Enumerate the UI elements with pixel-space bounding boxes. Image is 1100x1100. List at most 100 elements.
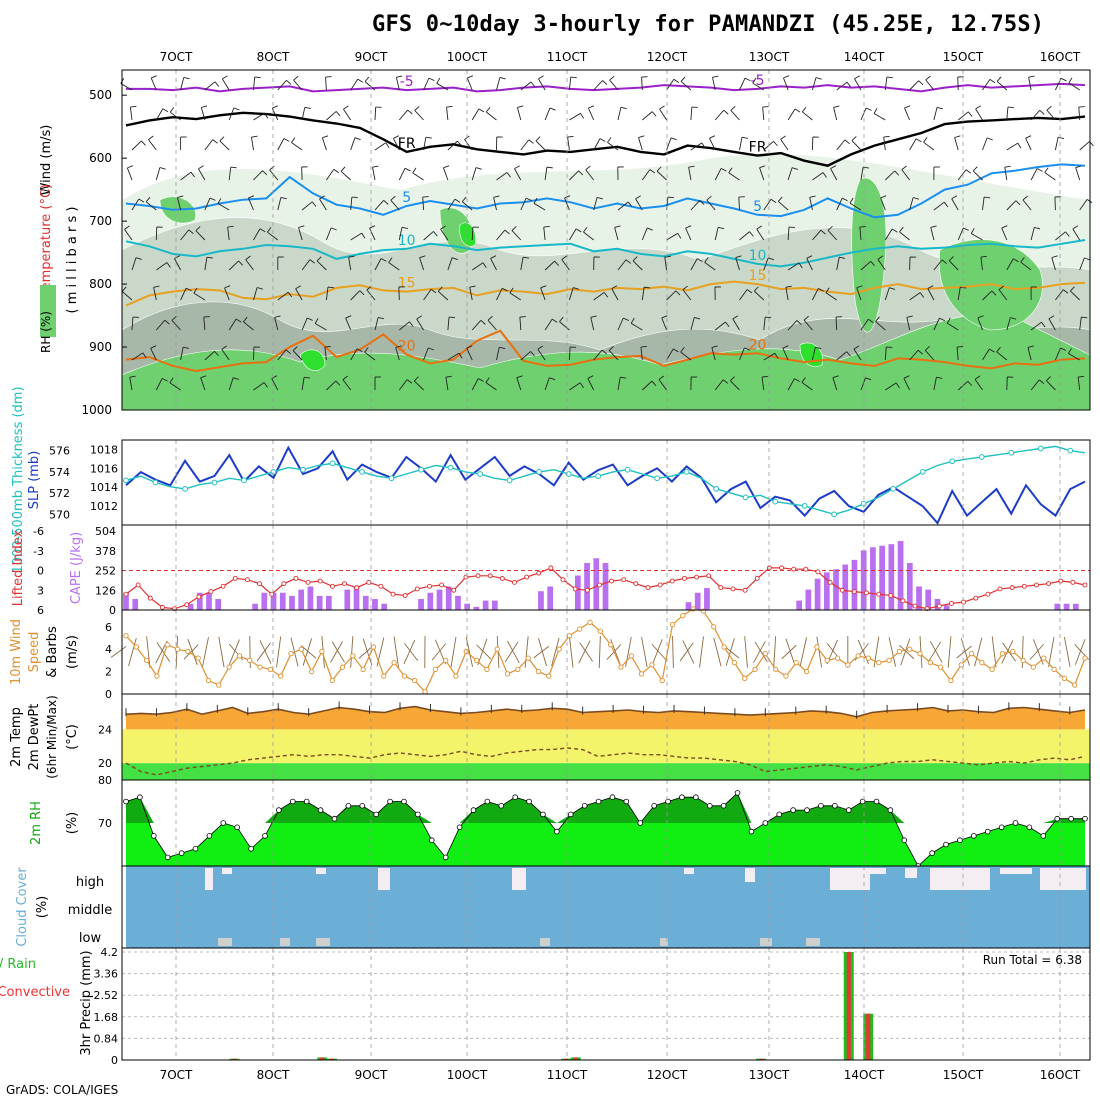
wind-barb	[1027, 347, 1032, 361]
surface-barb	[110, 646, 127, 658]
wind-point	[597, 628, 603, 634]
surface-barb	[551, 637, 560, 667]
surface-barb	[477, 638, 488, 666]
wind-barb-flag	[794, 378, 800, 382]
surface-barb	[431, 643, 447, 661]
wind-barb-flag	[324, 345, 331, 348]
rh2m-point	[748, 828, 755, 835]
thickness-point	[831, 511, 838, 518]
surface-barb	[302, 638, 313, 666]
rh2m-point	[567, 811, 574, 818]
surface-barb	[1001, 640, 1014, 664]
wind-barb-flag	[711, 345, 718, 348]
cloud-bg	[126, 866, 1090, 948]
wind-barb	[982, 197, 985, 211]
wind-barb-flag	[967, 381, 973, 387]
wind-point	[133, 644, 139, 650]
wind-point	[453, 673, 459, 679]
wind-barb-flag	[383, 200, 389, 205]
pressure-tick-label: 700	[89, 214, 112, 228]
wind-barb	[129, 107, 133, 121]
precip-conv-bar	[866, 1013, 871, 1060]
wind-barb	[656, 170, 667, 181]
wind-barb-flag	[573, 287, 580, 290]
wind-barb	[277, 138, 285, 151]
cape-bar	[1054, 603, 1061, 610]
wind-barb-flag	[485, 106, 491, 113]
wind-barb	[996, 351, 1008, 361]
lifted-point	[512, 579, 517, 585]
cape-bar	[252, 603, 258, 610]
wind-barb	[1006, 200, 1017, 211]
wind-barb	[1070, 290, 1081, 301]
wind-barb-flag	[206, 256, 213, 259]
wind-barb-flag	[620, 376, 627, 379]
wind-barb	[155, 319, 166, 331]
surface-barb	[753, 641, 766, 663]
wind-point	[195, 655, 201, 661]
wind-barb-flag	[245, 255, 251, 260]
wind-barb	[933, 107, 938, 121]
wind-barb-flag	[280, 196, 287, 200]
lifted-point	[985, 591, 991, 597]
temp-tick-label: 24	[98, 723, 112, 736]
wind-barb	[903, 378, 911, 391]
wind-barb	[860, 167, 864, 181]
wind-barb	[638, 137, 643, 151]
wind-barb-flag	[1046, 105, 1052, 111]
wind-barb	[884, 77, 888, 91]
wind-barb-flag	[741, 136, 748, 139]
wind-barb	[131, 198, 140, 211]
lifted-point	[997, 586, 1003, 592]
lifted-point	[402, 593, 408, 598]
wind-barb-flag	[428, 347, 435, 351]
lifted-point	[536, 570, 542, 576]
wind-point	[793, 659, 799, 666]
wind-barb-flag	[1015, 200, 1021, 206]
wind-barb	[583, 231, 594, 241]
precip-tick-label: 3.36	[94, 968, 119, 981]
wind-barb	[682, 289, 692, 301]
wind-barb	[374, 258, 382, 271]
wind-barb	[690, 258, 698, 271]
slp-tick-label: 1018	[90, 443, 118, 456]
wind-barb	[641, 169, 651, 181]
wind-barb	[1046, 109, 1056, 121]
surface-barb	[1063, 636, 1071, 668]
cape-bar	[538, 591, 544, 610]
wind-barb	[169, 111, 181, 121]
wind-barb-flag	[986, 137, 993, 141]
wind-barb	[423, 77, 430, 91]
wind-barb-flag	[659, 105, 665, 110]
lifted-point	[390, 591, 396, 597]
wind-barb-flag	[478, 108, 485, 113]
wind-barb	[440, 228, 449, 241]
surface-barb	[873, 636, 880, 668]
wind-barb-flag	[936, 106, 943, 110]
wind-barb-flag	[656, 166, 662, 172]
wind-point	[742, 675, 748, 681]
wind-barb	[688, 167, 692, 181]
wind-barb-flag	[457, 140, 462, 146]
wind-barb	[877, 259, 886, 271]
wind-barb-flag	[980, 255, 987, 258]
cloud-clear-block	[316, 868, 326, 874]
thickness-point	[329, 460, 336, 467]
cloud-axis-label: Cloud Cover	[15, 867, 30, 947]
wind-barb-flag	[965, 169, 972, 174]
wind-barb-flag	[530, 351, 535, 357]
wind-point	[443, 657, 449, 664]
wind-barb	[301, 107, 306, 121]
surface-barb	[641, 636, 648, 668]
wind-barb-flag	[409, 321, 414, 327]
wind-barb	[836, 351, 847, 361]
temp-axis-label-4: (°C)	[65, 724, 80, 750]
surface-barb	[713, 637, 722, 667]
surface-barb	[699, 636, 704, 668]
wind-barb-flag	[923, 137, 928, 143]
thickness-point	[182, 485, 188, 492]
wind-point	[556, 646, 562, 652]
wind-barb-flag	[886, 76, 893, 79]
lifted-point	[487, 573, 493, 579]
wind-barb-flag	[975, 105, 981, 110]
